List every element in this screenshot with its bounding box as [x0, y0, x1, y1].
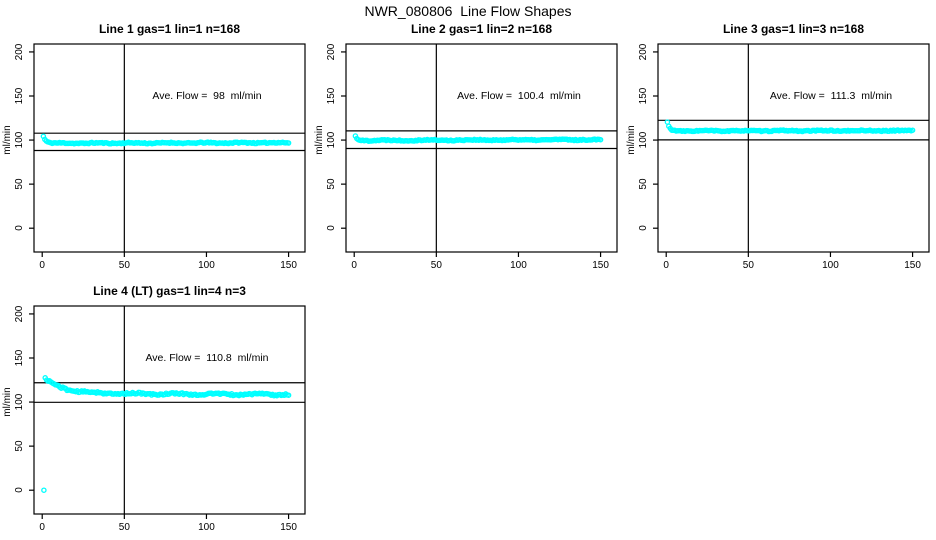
y-tick-label: 0: [638, 225, 649, 231]
y-tick-label: 200: [326, 43, 337, 61]
x-tick-label: 50: [742, 260, 754, 271]
data-points: [41, 375, 292, 493]
x-tick-label: 100: [510, 260, 527, 271]
y-tick-label: 100: [638, 131, 649, 149]
x-tick-label: 50: [430, 260, 442, 271]
plot-box: [33, 305, 306, 515]
panel-plot-svg: [341, 43, 618, 257]
plot-box: [33, 43, 306, 253]
y-tick-label: 0: [326, 225, 337, 231]
y-tick-label: 200: [14, 305, 25, 323]
y-tick-label: 150: [638, 87, 649, 105]
data-point: [909, 127, 916, 133]
y-tick-label: 0: [14, 225, 25, 231]
data-points: [40, 133, 292, 147]
y-axis-label: ml/min: [2, 125, 13, 155]
y-tick-label: 100: [14, 131, 25, 149]
x-tick-label: 50: [118, 522, 130, 533]
ave-flow-annotation: Ave. Flow = 110.8 ml/min: [145, 352, 269, 364]
panel-title: Line 1 gas=1 lin=1 n=168: [98, 22, 241, 36]
panel-line2-flow: Line 2 gas=1 lin=2 n=168 Ave. Flow = 100.…: [312, 22, 624, 278]
outlier-point: [41, 487, 47, 493]
x-tick-label: 0: [351, 260, 357, 271]
panel-line1-flow: Line 1 gas=1 lin=1 n=168 Ave. Flow = 98 m…: [0, 22, 312, 278]
x-tick-label: 100: [822, 260, 839, 271]
panel-line4-flow: Line 4 (LT) gas=1 lin=4 n=3 Ave. Flow = 1…: [0, 284, 312, 540]
ave-flow-annotation: Ave. Flow = 100.4 ml/min: [457, 90, 581, 102]
data-point: [597, 136, 604, 143]
y-tick-label: 50: [14, 178, 25, 190]
panel-plot-svg: [29, 305, 306, 519]
panel-title: Line 3 gas=1 lin=3 n=168: [722, 22, 865, 36]
main-title: NWR_080806 Line Flow Shapes: [364, 3, 572, 19]
x-tick-label: 150: [904, 260, 921, 271]
panel-title: Line 4 (LT) gas=1 lin=4 n=3: [93, 284, 246, 298]
y-tick-label: 200: [638, 43, 649, 61]
y-tick-label: 50: [638, 178, 649, 190]
panel-line3-flow: Line 3 gas=1 lin=3 n=168 Ave. Flow = 111.…: [624, 22, 936, 278]
data-points: [664, 119, 916, 135]
data-points: [352, 133, 604, 144]
y-tick-label: 100: [326, 131, 337, 149]
x-tick-label: 0: [39, 522, 45, 533]
ave-flow-annotation: Ave. Flow = 111.3 ml/min: [769, 90, 893, 102]
data-point: [285, 392, 292, 398]
x-tick-label: 0: [663, 260, 669, 271]
y-axis-label: ml/min: [314, 125, 325, 155]
y-tick-label: 50: [14, 440, 25, 452]
plot-box: [657, 43, 930, 253]
panel-plot-svg: [29, 43, 306, 257]
y-tick-label: 150: [326, 87, 337, 105]
x-tick-label: 150: [280, 260, 297, 271]
panel-plot-svg: [653, 43, 930, 257]
y-axis-label: ml/min: [2, 387, 13, 417]
ave-flow-annotation: Ave. Flow = 98 ml/min: [152, 90, 262, 102]
y-tick-label: 0: [14, 487, 25, 493]
x-tick-label: 100: [198, 260, 215, 271]
x-tick-label: 50: [118, 260, 130, 271]
panel-title: Line 2 gas=1 lin=2 n=168: [410, 22, 553, 36]
y-tick-label: 100: [14, 393, 25, 411]
y-tick-label: 50: [326, 178, 337, 190]
y-axis-label: ml/min: [626, 125, 637, 155]
x-tick-label: 0: [39, 260, 45, 271]
y-tick-label: 150: [14, 87, 25, 105]
y-tick-label: 200: [14, 43, 25, 61]
x-tick-label: 100: [198, 522, 215, 533]
y-tick-label: 150: [14, 349, 25, 367]
data-point: [285, 140, 292, 146]
x-tick-label: 150: [280, 522, 297, 533]
x-tick-label: 150: [592, 260, 609, 271]
